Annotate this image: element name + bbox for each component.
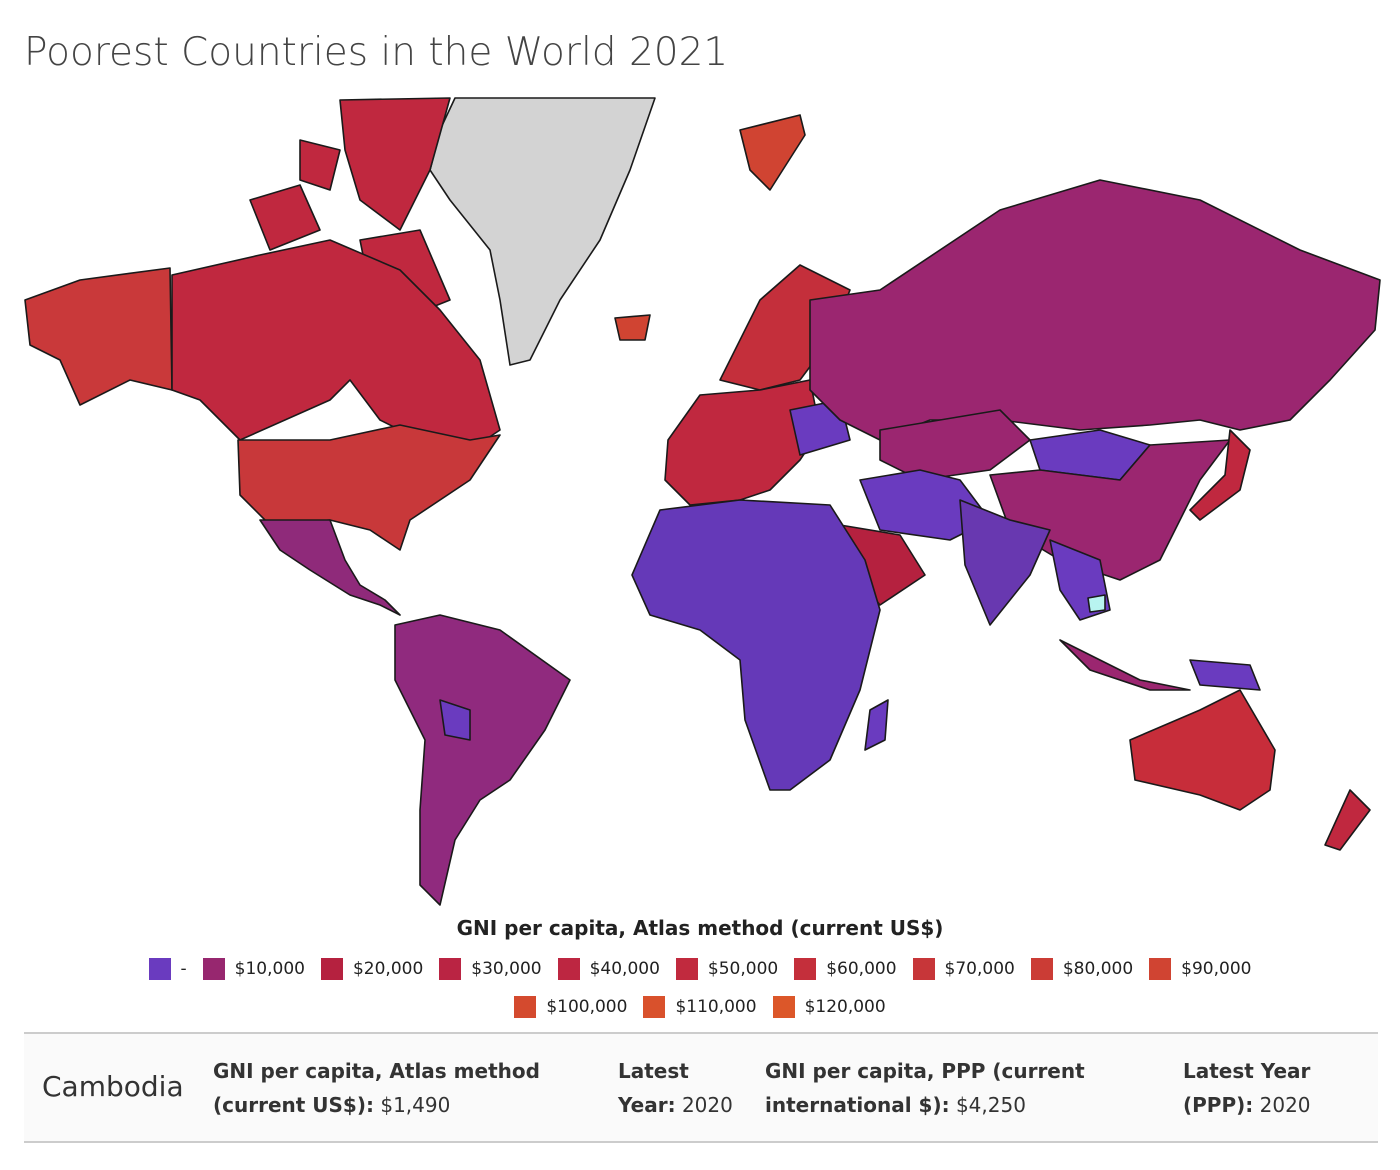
country (739, 114, 806, 191)
country (24, 267, 173, 406)
legend-swatch (912, 958, 935, 980)
country (631, 499, 881, 791)
page-title: Poorest Countries in the World 2021 (24, 30, 729, 75)
legend-item: $10,000 (202, 956, 305, 982)
legend-swatch (675, 958, 698, 980)
legend-label: $100,000 (546, 997, 628, 1017)
legend-label: $30,000 (471, 959, 542, 979)
info-field: Latest Year (PPP): 2020 (1183, 1054, 1333, 1122)
legend-item: $60,000 (794, 956, 897, 982)
legend-swatch (1149, 958, 1172, 980)
field-value: $4,250 (955, 1093, 1026, 1117)
legend: - $10,000 $20,000 $30,000 $40,000 $50,000 $60,… (80, 956, 1320, 1020)
field-label: Latest Year (PPP): (1183, 1059, 1311, 1117)
info-field: Latest Year: 2020 (618, 1054, 748, 1122)
legend-label: $10,000 (234, 959, 305, 979)
field-label: Latest Year: (618, 1059, 689, 1117)
country (439, 699, 471, 741)
legend-label: $90,000 (1181, 959, 1252, 979)
legend-swatch (1030, 958, 1053, 980)
country (1059, 639, 1191, 691)
legend-label: $110,000 (675, 997, 757, 1017)
field-value: 2020 (681, 1093, 733, 1117)
legend-item: $80,000 (1030, 956, 1134, 982)
country (171, 239, 501, 451)
country (1189, 659, 1261, 691)
country (339, 97, 451, 231)
field-value: 2020 (1259, 1093, 1311, 1117)
country (989, 439, 1231, 581)
country (864, 699, 889, 751)
legend-label: $80,000 (1062, 959, 1134, 979)
legend-swatch (514, 996, 537, 1018)
info-field: GNI per capita, Atlas method (current US… (213, 1054, 573, 1122)
field-label: GNI per capita, PPP (current internation… (765, 1059, 1085, 1117)
legend-swatch (794, 958, 817, 980)
legend-title: GNI per capita, Atlas method (current US… (456, 916, 944, 940)
country (249, 184, 321, 251)
legend-item: $120,000 (772, 994, 886, 1020)
legend-item: - (148, 956, 187, 982)
legend-swatch (202, 958, 225, 980)
info-panel: Cambodia GNI per capita, Atlas method (c… (24, 1032, 1378, 1143)
legend-swatch (557, 958, 580, 980)
country (879, 409, 1031, 481)
country (1129, 689, 1276, 811)
country (809, 179, 1381, 441)
legend-label: $60,000 (826, 959, 897, 979)
legend-swatch (320, 958, 343, 980)
legend-label: $50,000 (707, 959, 779, 979)
country (1087, 594, 1106, 613)
country (664, 379, 821, 506)
legend-swatch (148, 958, 171, 980)
field-value: $1,490 (380, 1093, 451, 1117)
legend-item: $90,000 (1149, 956, 1251, 982)
legend-item: $50,000 (675, 956, 779, 982)
legend-label: $70,000 (944, 959, 1015, 979)
legend-item: $110,000 (643, 994, 757, 1020)
country (259, 519, 401, 616)
legend-item: $40,000 (557, 956, 660, 982)
legend-item: $20,000 (320, 956, 424, 982)
field-label: GNI per capita, Atlas method (current US… (213, 1059, 540, 1117)
legend-label: $20,000 (352, 959, 424, 979)
legend-label: - (180, 959, 187, 979)
country (299, 139, 341, 191)
legend-label: $40,000 (589, 959, 660, 979)
legend-swatch (439, 958, 462, 980)
country (1189, 429, 1251, 521)
info-field: GNI per capita, PPP (current internation… (765, 1054, 1105, 1122)
country (1324, 789, 1371, 851)
country (959, 499, 1051, 626)
legend-swatch (643, 996, 666, 1018)
legend-swatch (772, 996, 795, 1018)
legend-item: $70,000 (912, 956, 1015, 982)
country-name: Cambodia (42, 1070, 184, 1103)
world-map (24, 97, 1381, 906)
country (394, 614, 571, 906)
legend-label: $120,000 (804, 997, 886, 1017)
legend-item: $30,000 (439, 956, 542, 982)
country (614, 314, 651, 341)
legend-item: $100,000 (514, 994, 627, 1020)
